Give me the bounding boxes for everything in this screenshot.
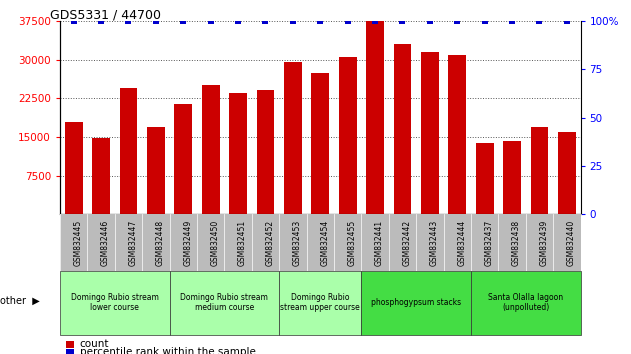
- Point: [398, 18, 408, 24]
- Text: GSM832452: GSM832452: [266, 219, 274, 266]
- Text: GSM832453: GSM832453: [293, 219, 302, 266]
- Point: [480, 18, 490, 24]
- Bar: [257, 90, 274, 214]
- Bar: [229, 93, 247, 214]
- Text: GSM832445: GSM832445: [74, 219, 83, 266]
- Point: [69, 18, 79, 24]
- Text: GSM832444: GSM832444: [457, 219, 466, 266]
- Text: GSM832454: GSM832454: [321, 219, 329, 266]
- Text: GDS5331 / 44700: GDS5331 / 44700: [50, 8, 160, 21]
- Text: GSM832450: GSM832450: [211, 219, 220, 266]
- Text: GSM832442: GSM832442: [403, 219, 411, 266]
- Bar: [147, 127, 165, 214]
- Text: GSM832439: GSM832439: [540, 219, 548, 266]
- Bar: [531, 127, 548, 214]
- Bar: [174, 104, 192, 214]
- Bar: [311, 73, 329, 214]
- Bar: [202, 85, 220, 214]
- Text: GSM832437: GSM832437: [485, 219, 493, 266]
- Bar: [119, 88, 138, 214]
- Text: count: count: [80, 339, 109, 349]
- Point: [124, 18, 134, 24]
- Point: [261, 18, 271, 24]
- Text: other  ▶: other ▶: [0, 296, 40, 306]
- Text: GSM832441: GSM832441: [375, 219, 384, 266]
- Bar: [366, 21, 384, 214]
- Point: [452, 18, 463, 24]
- Point: [507, 18, 517, 24]
- Point: [151, 18, 161, 24]
- Bar: [421, 52, 439, 214]
- Text: percentile rank within the sample: percentile rank within the sample: [80, 347, 256, 354]
- Text: GSM832447: GSM832447: [129, 219, 138, 266]
- Text: GSM832443: GSM832443: [430, 219, 439, 266]
- Bar: [448, 55, 466, 214]
- Bar: [558, 132, 575, 214]
- Text: Domingo Rubio stream
medium course: Domingo Rubio stream medium course: [180, 293, 268, 312]
- Point: [562, 18, 572, 24]
- Bar: [503, 141, 521, 214]
- Text: Domingo Rubio stream
lower course: Domingo Rubio stream lower course: [71, 293, 158, 312]
- Text: Santa Olalla lagoon
(unpolluted): Santa Olalla lagoon (unpolluted): [488, 293, 563, 312]
- Bar: [476, 143, 493, 214]
- Text: GSM832451: GSM832451: [238, 219, 247, 266]
- Point: [206, 18, 216, 24]
- Bar: [65, 121, 83, 214]
- Point: [370, 18, 380, 24]
- Point: [343, 18, 353, 24]
- Bar: [92, 138, 110, 214]
- Text: GSM832448: GSM832448: [156, 219, 165, 266]
- Point: [178, 18, 188, 24]
- Bar: [394, 44, 411, 214]
- Bar: [339, 57, 357, 214]
- Text: GSM832449: GSM832449: [183, 219, 192, 266]
- Point: [315, 18, 326, 24]
- Text: phosphogypsum stacks: phosphogypsum stacks: [371, 298, 461, 307]
- Point: [96, 18, 106, 24]
- Text: GSM832438: GSM832438: [512, 219, 521, 266]
- Text: GSM832440: GSM832440: [567, 219, 576, 266]
- Point: [233, 18, 243, 24]
- Point: [425, 18, 435, 24]
- Point: [288, 18, 298, 24]
- Point: [534, 18, 545, 24]
- Bar: [284, 62, 302, 214]
- Text: GSM832455: GSM832455: [348, 219, 357, 266]
- Text: Domingo Rubio
stream upper course: Domingo Rubio stream upper course: [280, 293, 360, 312]
- Text: GSM832446: GSM832446: [101, 219, 110, 266]
